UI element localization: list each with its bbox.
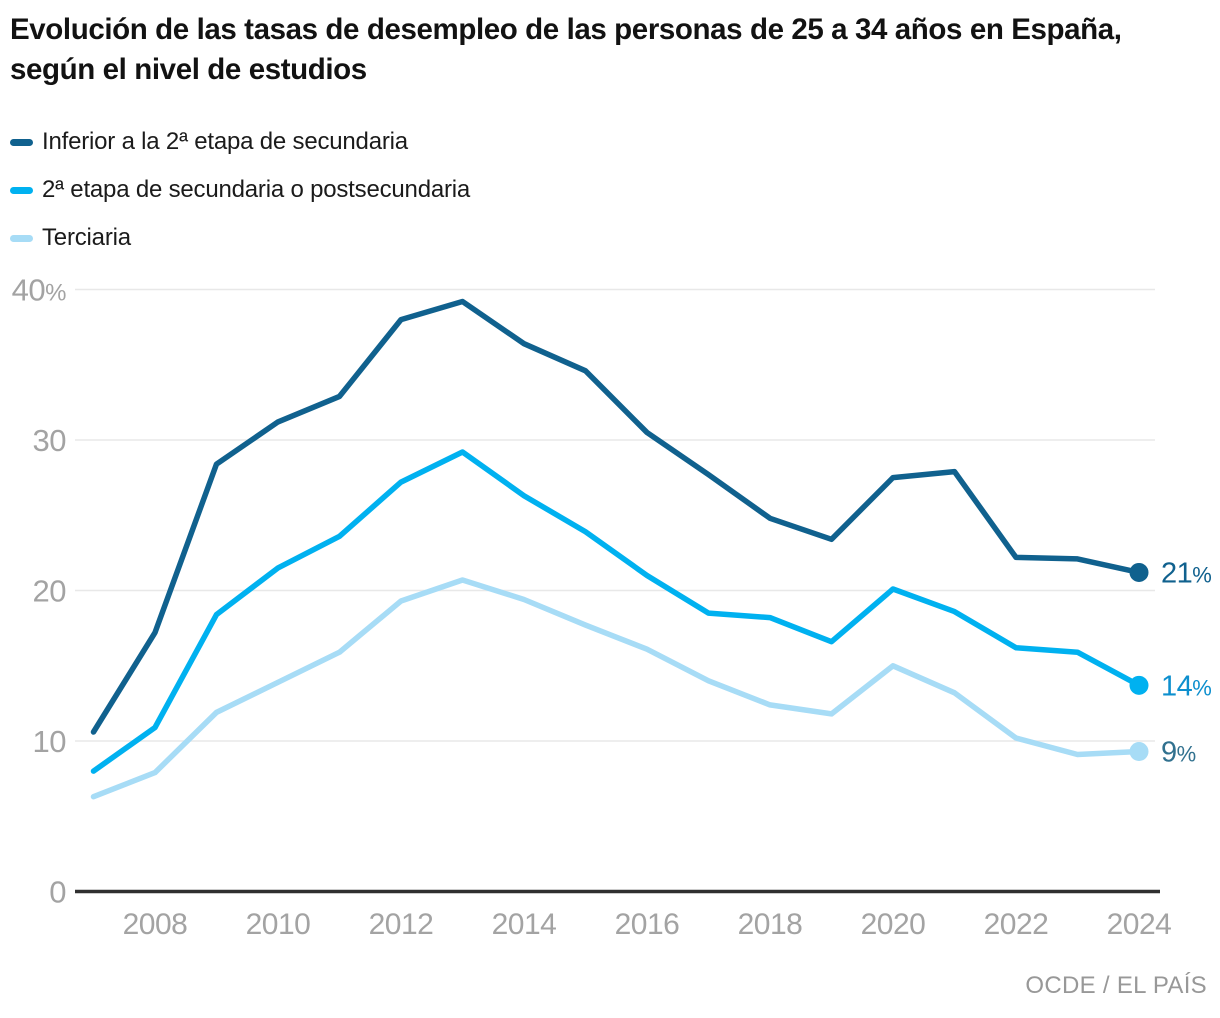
x-tick-label-2014: 2014 <box>492 908 557 941</box>
legend-item-terciaria: Terciaria <box>10 224 470 251</box>
legend-swatch-light-blue <box>10 234 33 242</box>
legend-item-secundaria-postsecundaria: 2ª etapa de secundaria o postsecundaria <box>10 176 471 203</box>
series-line-1 <box>90 449 1142 774</box>
series-end-label-1: 14% <box>1161 670 1211 702</box>
y-tick-label-20: 20 <box>33 574 67 609</box>
x-tick-label-2016: 2016 <box>615 908 680 941</box>
series-line-0 <box>90 298 1142 735</box>
series-end-dot-1 <box>1129 675 1149 695</box>
x-tick-label-2010: 2010 <box>246 908 311 941</box>
legend-item-inferior-secundaria: Inferior a la 2ª etapa de secundaria <box>10 128 470 155</box>
chart-legend: Inferior a la 2ª etapa de secundaria 2ª … <box>10 128 471 274</box>
chart-title: Evolución de las tasas de desempleo de l… <box>10 13 1122 87</box>
series-end-dot-0 <box>1129 562 1149 582</box>
x-tick-label-2020: 2020 <box>861 908 926 941</box>
y-tick-label-0: 0 <box>49 875 66 910</box>
y-tick-label-10: 10 <box>33 724 67 759</box>
series-line-2 <box>90 577 1142 800</box>
y-tick-label-30: 30 <box>33 423 67 458</box>
x-tick-label-2008: 2008 <box>123 908 188 941</box>
x-tick-label-2012: 2012 <box>369 908 434 941</box>
x-tick-label-2022: 2022 <box>984 908 1049 941</box>
y-tick-label-40: 40% <box>12 273 66 308</box>
source-credit: OCDE / EL PAÍS <box>1025 972 1207 999</box>
x-tick-label-2024: 2024 <box>1107 908 1172 941</box>
legend-swatch-dark-blue <box>10 138 33 146</box>
legend-swatch-medium-blue <box>10 186 33 194</box>
series-end-label-2: 9% <box>1161 737 1196 769</box>
legend-label: 2ª etapa de secundaria o postsecundaria <box>42 176 471 203</box>
series-end-dot-2 <box>1129 742 1149 762</box>
legend-label: Terciaria <box>42 224 131 251</box>
x-tick-label-2018: 2018 <box>738 908 803 941</box>
series-end-label-0: 21% <box>1161 557 1211 589</box>
legend-label: Inferior a la 2ª etapa de secundaria <box>42 128 408 155</box>
